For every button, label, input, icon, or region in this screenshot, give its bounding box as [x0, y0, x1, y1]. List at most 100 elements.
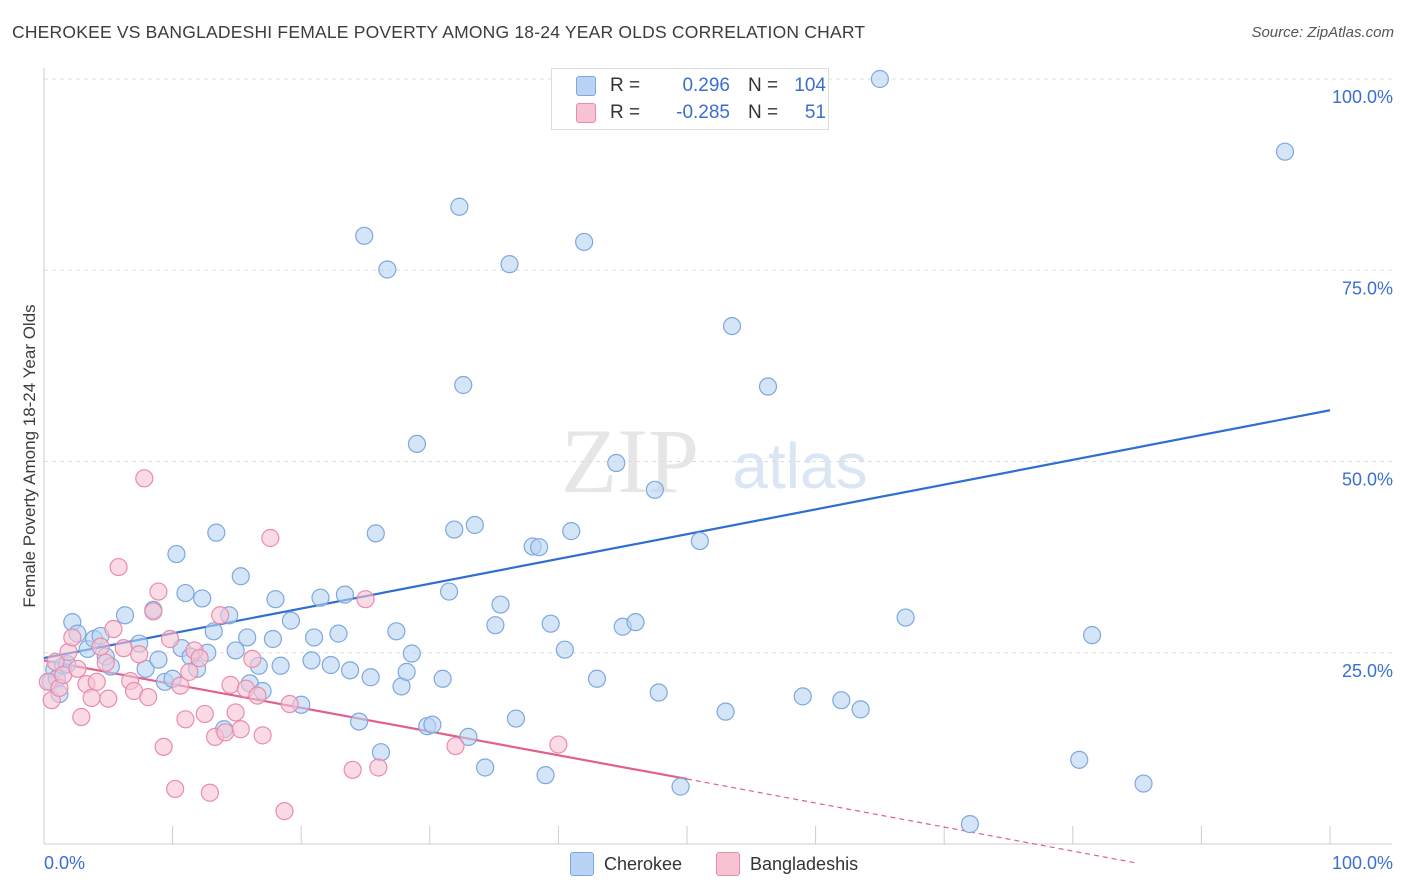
cherokee-point: [832, 691, 851, 710]
cherokee-point: [355, 226, 374, 245]
bangladeshi-point: [446, 736, 465, 756]
cherokee-point: [311, 588, 330, 607]
bangladeshi-point: [114, 639, 133, 658]
axes: [43, 68, 1392, 845]
legend-r-value-bangladeshi: -0.285: [676, 102, 730, 123]
source-label: Source: ZipAtlas.com: [1251, 24, 1394, 41]
bangladeshi-point: [99, 689, 118, 708]
bangladeshi-point: [248, 686, 267, 705]
y-tick-label: 75.0%: [1342, 278, 1393, 298]
cherokee-point: [204, 622, 223, 641]
cherokee-point: [193, 589, 212, 608]
cherokee-point: [645, 480, 664, 499]
cherokee-point: [500, 255, 519, 274]
bangladeshi-point: [231, 720, 250, 739]
bangladeshi-point: [171, 676, 190, 695]
cherokee-point: [397, 662, 416, 681]
legend-n-label: N =: [748, 75, 779, 96]
bangladeshi-point: [104, 619, 123, 639]
cherokee-point: [304, 628, 324, 647]
cherokee-point: [465, 515, 484, 535]
cherokee-point: [450, 197, 469, 216]
bangladeshi-point: [130, 645, 149, 664]
legend-row-cherokee: R = 0.296 N = 104: [576, 74, 826, 98]
cherokee-point: [271, 656, 290, 675]
cherokee-point: [302, 651, 321, 670]
cherokee-point: [149, 650, 168, 669]
legend-r-value-cherokee: 0.296: [682, 75, 730, 96]
cherokee-point: [423, 715, 442, 734]
bangladeshi-point: [216, 723, 235, 742]
cherokee-point: [207, 523, 226, 542]
cherokee-point: [1070, 750, 1089, 769]
cherokee-point: [870, 69, 890, 89]
bangladeshi-legend-swatch: [716, 852, 740, 876]
cherokee-point: [530, 538, 549, 557]
bangladeshi-point: [166, 779, 185, 799]
y-tick-label: 25.0%: [1342, 661, 1393, 681]
cherokee-point: [851, 700, 870, 719]
bangladeshi-point: [243, 649, 262, 668]
cherokee-point: [454, 375, 473, 395]
watermark-atlas: atlas: [732, 430, 867, 502]
cherokee-point: [486, 616, 505, 635]
cherokee-point: [176, 583, 195, 603]
cherokee-point: [402, 644, 421, 663]
bangladeshi-point: [176, 710, 195, 729]
cherokee-point: [226, 641, 245, 660]
cherokee-point: [671, 777, 690, 796]
cherokee-point: [1134, 774, 1153, 793]
cherokee-point: [793, 687, 812, 706]
bangladeshi-legend-label: Bangladeshis: [750, 853, 859, 874]
bangladeshi-point: [211, 606, 230, 625]
cherokee-legend-swatch: [570, 852, 594, 876]
bangladeshi-point: [195, 704, 214, 724]
bangladeshi-point: [82, 688, 101, 707]
cherokee-point: [439, 582, 459, 601]
bangladeshi-point: [109, 557, 128, 577]
cherokee-point: [536, 766, 555, 785]
cherokee-point: [433, 669, 452, 688]
cherokee-point: [281, 611, 301, 630]
bangladeshi-point: [221, 675, 240, 694]
bangladeshi-swatch: [576, 103, 596, 123]
bangladeshi-point: [96, 653, 115, 672]
bangladeshi-point: [253, 726, 272, 745]
gridlines: [44, 78, 1392, 654]
cherokee-point: [231, 567, 250, 586]
bangladeshi-point: [280, 694, 299, 714]
cherokee-point: [361, 668, 380, 687]
x-tick-label: 100.0%: [1332, 853, 1393, 873]
bangladeshi-point: [356, 590, 375, 609]
cherokee-legend-label: Cherokee: [604, 853, 683, 874]
cherokee-point: [1082, 626, 1102, 645]
cherokee-point: [896, 608, 915, 627]
cherokee-swatch: [576, 76, 596, 96]
cherokee-point: [371, 743, 391, 762]
bangladeshi-point: [144, 602, 163, 621]
cherokee-point: [1275, 142, 1295, 161]
bangladeshi-point: [160, 629, 180, 649]
bangladeshi-point: [139, 688, 158, 707]
tick-labels: 25.0% 50.0% 75.0% 100.0% 0.0% 100.0%: [44, 87, 1393, 873]
cherokee-point: [387, 622, 406, 641]
cherokee-point: [475, 758, 495, 777]
bangladeshi-point: [549, 735, 568, 754]
cherokee-point: [335, 585, 355, 604]
bangladeshi-point: [154, 737, 173, 756]
bangladeshi-point: [261, 528, 280, 548]
legend-row-bangladeshi: R = -0.285 N = 51: [576, 101, 826, 125]
bangladeshi-point: [226, 703, 245, 722]
bangladeshi-point: [91, 637, 110, 656]
cherokee-point: [690, 531, 709, 551]
bangladeshi-point: [343, 760, 362, 779]
bangladeshi-point: [190, 649, 209, 668]
cherokee-point: [758, 377, 778, 396]
bangladeshi-point: [369, 758, 388, 777]
cherokee-point: [321, 655, 340, 675]
legend-n-value-bangladeshi: 51: [804, 102, 826, 123]
bangladeshi-point: [63, 628, 82, 647]
correlation-legend: R = 0.296 N = 104 R = -0.285 N = 51: [551, 68, 829, 130]
cherokee-point: [562, 522, 581, 541]
